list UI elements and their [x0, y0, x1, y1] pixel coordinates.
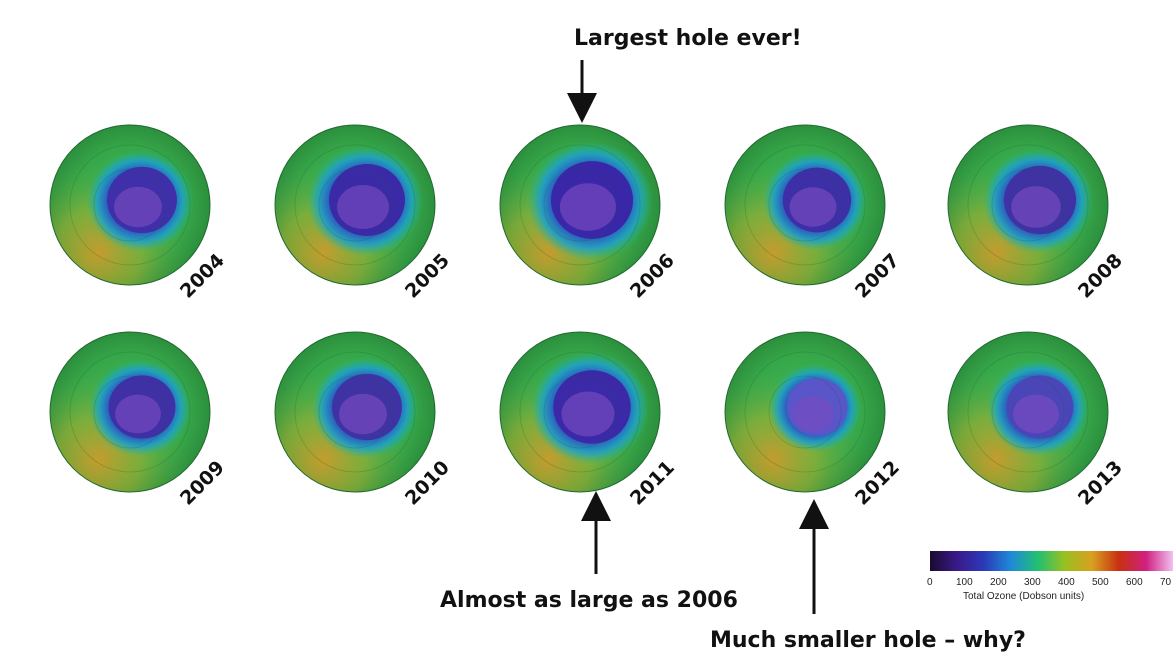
legend-tick-label: 70: [1160, 577, 1172, 588]
legend-tick-label: 100: [956, 577, 973, 588]
ozone-map-2007: [724, 124, 886, 286]
ozone-map-2011: [499, 331, 661, 493]
legend-caption: Total Ozone (Dobson units): [963, 591, 1085, 602]
legend-tick-label: 0: [927, 577, 933, 588]
annotation-much-smaller: Much smaller hole – why?: [710, 628, 1026, 653]
ozone-color-legend: [930, 551, 1173, 571]
ozone-map-2013: [947, 331, 1109, 493]
legend-tick-label: 400: [1058, 577, 1075, 588]
ozone-map-2012: [724, 331, 886, 493]
ozone-map-2005: [274, 124, 436, 286]
legend-tick-label: 200: [990, 577, 1007, 588]
ozone-map-2004: [49, 124, 211, 286]
ozone-map-2006: [499, 124, 661, 286]
ozone-map-2008: [947, 124, 1109, 286]
annotation-largest-hole: Largest hole ever!: [574, 26, 802, 51]
legend-tick-label: 300: [1024, 577, 1041, 588]
annotation-almost-as-large: Almost as large as 2006: [440, 588, 738, 613]
legend-gradient: [930, 551, 1173, 571]
legend-tick-label: 600: [1126, 577, 1143, 588]
ozone-map-2010: [274, 331, 436, 493]
ozone-map-2009: [49, 331, 211, 493]
legend-tick-label: 500: [1092, 577, 1109, 588]
